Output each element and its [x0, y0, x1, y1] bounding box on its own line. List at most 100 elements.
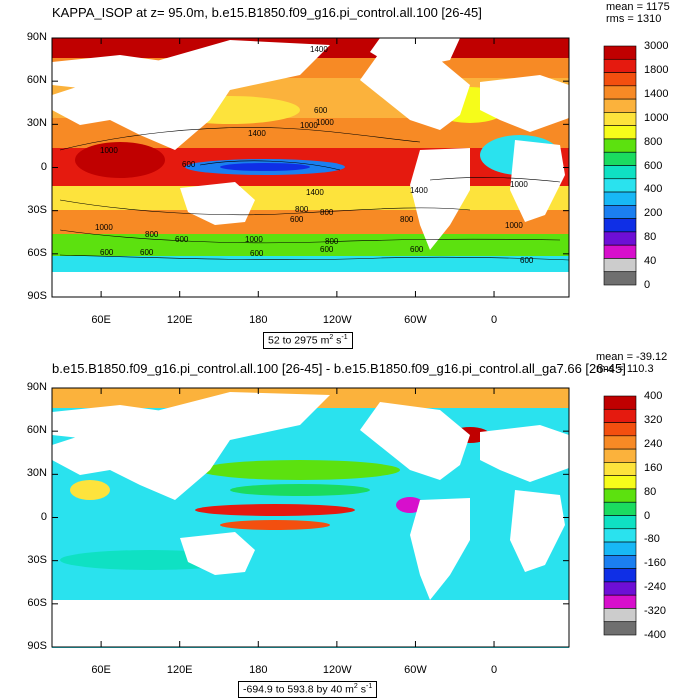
- colorbar-label: 200: [644, 207, 663, 220]
- contour-label: 600: [320, 245, 334, 254]
- contour-label: 600: [314, 106, 328, 115]
- x-tick-label: 60E: [91, 664, 111, 676]
- x-tick-label: 120E: [166, 664, 193, 676]
- colorbar-swatch: [603, 435, 637, 450]
- y-tick-label: 60S: [27, 246, 47, 259]
- x-tick-label: 60W: [404, 664, 427, 676]
- x-tick-label: 120E: [166, 314, 193, 326]
- contour-label: 800: [325, 237, 339, 246]
- y-tick-label: 0: [40, 160, 47, 173]
- contour-label: 600: [140, 248, 154, 257]
- colorbar-swatch: [603, 555, 637, 569]
- contour-label: 600: [410, 245, 424, 254]
- colorbar-label: 400: [644, 390, 663, 402]
- colorbar-label: 40: [644, 255, 657, 268]
- contour-label: 1000: [505, 221, 523, 230]
- colorbar-swatch: [603, 488, 637, 503]
- contour-label: 600: [520, 256, 534, 265]
- y-tick-label: 30N: [26, 117, 47, 130]
- x-tick-label: 0: [490, 314, 498, 326]
- contour-label: 1400: [410, 186, 428, 195]
- panel1-title: KAPPA_ISOP at z= 95.0m, b.e15.B1850.f09_…: [52, 5, 482, 20]
- x-tick-label: 120W: [322, 314, 352, 326]
- contour-label: 1000: [510, 180, 528, 189]
- x-tick-label: 60E: [91, 314, 111, 326]
- x-tick-label: 180: [249, 664, 268, 676]
- panel2-rms: rms = 110.3: [596, 363, 654, 375]
- panel2-land: [52, 392, 569, 647]
- y-tick-label: 90S: [27, 640, 47, 652]
- panel2-x-ticks: [100, 388, 495, 647]
- contour-label: 1400: [248, 129, 266, 138]
- colorbar-swatch: [603, 422, 637, 437]
- colorbar-swatch: [603, 541, 637, 556]
- contour-label: 600: [175, 235, 189, 244]
- contour-label: 1400: [306, 188, 324, 197]
- panel2-mean: mean = -39.12: [596, 351, 668, 363]
- contour-label: 1400: [310, 45, 328, 54]
- colorbar-label: -400: [644, 629, 667, 641]
- colorbar-swatch: [603, 568, 637, 583]
- y-tick-label: 30S: [27, 553, 47, 566]
- contour-label: 1000: [100, 146, 118, 155]
- colorbar-label: 0: [644, 279, 651, 291]
- panel1-range-box: 52 to 2975 m2 s-1: [263, 332, 353, 349]
- panel1-colorbar: [603, 45, 637, 286]
- contour-label: 600: [250, 249, 264, 258]
- colorbar-label: 3000: [644, 40, 669, 52]
- colorbar-swatch: [603, 608, 637, 623]
- colorbar-label: 1400: [644, 87, 669, 100]
- colorbar-label: 0: [644, 509, 651, 522]
- colorbar-label: 80: [644, 485, 657, 498]
- colorbar-label: -320: [644, 605, 667, 618]
- colorbar-label: 600: [644, 159, 663, 172]
- panel1-x-ticks: [100, 38, 495, 297]
- panel2-range-box: -694.9 to 593.8 by 40 m2 s-1: [238, 681, 378, 698]
- colorbar-label: 240: [644, 437, 663, 450]
- y-tick-label: 30N: [26, 467, 47, 480]
- colorbar-swatch: [603, 581, 637, 596]
- contour-label: 1000: [245, 235, 263, 244]
- colorbar-label: 320: [644, 413, 663, 426]
- colorbar-label: 1800: [644, 63, 669, 76]
- y-tick-label: 60S: [27, 596, 47, 609]
- contour-label: 1000: [300, 121, 318, 130]
- colorbar-swatch: [603, 475, 637, 490]
- y-tick-label: 90N: [26, 381, 47, 393]
- colorbar-label: 400: [644, 183, 663, 196]
- x-tick-label: 180: [249, 314, 268, 326]
- x-tick-label: 120W: [322, 664, 352, 676]
- contour-label: 600: [182, 160, 196, 169]
- colorbar-swatch: [603, 462, 637, 476]
- contour-label: 600: [290, 215, 304, 224]
- contour-label: 600: [100, 248, 114, 257]
- colorbar-swatch: [603, 594, 637, 609]
- panel2-y-ticks: [52, 387, 569, 648]
- panel1-contour-labels: 1400100060010001400600100010001400600600…: [95, 45, 534, 265]
- y-tick-label: 60N: [26, 424, 47, 437]
- panel1-rms: rms = 1310: [606, 13, 662, 25]
- colorbar-swatch: [603, 528, 637, 543]
- colorbar-label: 160: [644, 461, 663, 474]
- panel1-mean: mean = 1175: [606, 1, 670, 13]
- contour-label: 800: [295, 205, 309, 214]
- panel2-title: b.e15.B1850.f09_g16.pi_control.all.100 […: [52, 361, 626, 376]
- colorbar-swatch: [603, 448, 637, 463]
- colorbar-label: 800: [644, 135, 663, 148]
- x-tick-label: 60W: [404, 314, 427, 326]
- panel1-contour-lines: [59, 127, 570, 261]
- contour-label: 800: [400, 215, 414, 224]
- y-tick-label: 30S: [27, 203, 47, 216]
- y-tick-label: 90N: [26, 31, 47, 43]
- y-tick-label: 60N: [26, 74, 47, 87]
- contour-label: 1000: [316, 118, 334, 127]
- colorbar-swatch: [603, 395, 637, 410]
- x-tick-label: 0: [490, 664, 498, 676]
- panel1-y-ticks: [52, 37, 569, 298]
- colorbar-label: -240: [644, 581, 667, 594]
- panel2-colorbar: [603, 395, 637, 636]
- panel1-land: [52, 38, 569, 297]
- colorbar-label: -80: [644, 533, 660, 546]
